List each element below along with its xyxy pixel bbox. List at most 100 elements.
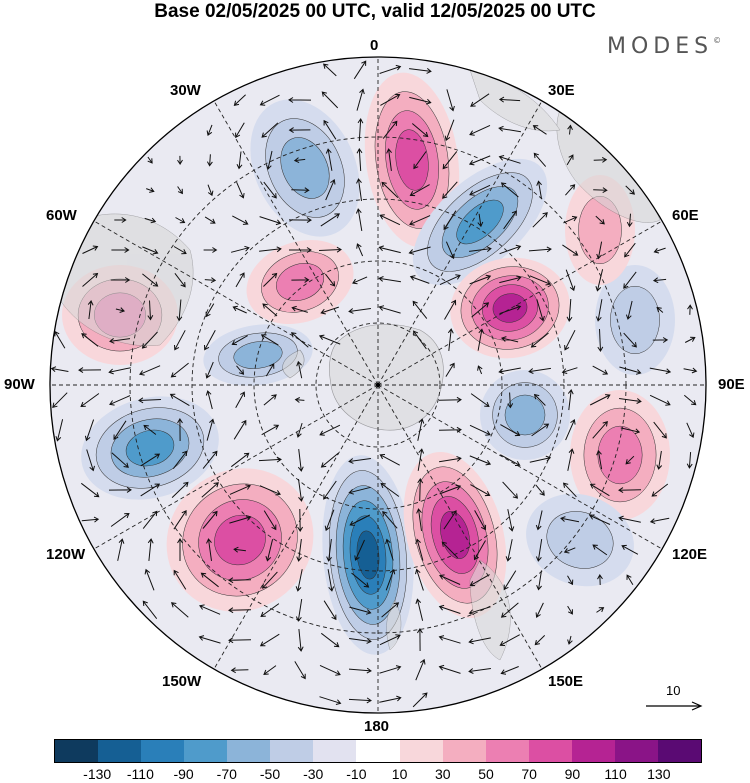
- negative-anomaly-contour: [233, 341, 283, 369]
- wind-vector-arrow-icon: [621, 544, 639, 555]
- wind-vector-arrow-icon: [204, 216, 216, 224]
- wind-vector-arrow-icon: [589, 483, 610, 497]
- wind-vector-arrow-icon: [471, 302, 490, 318]
- wind-vector-arrow-icon: [500, 602, 519, 618]
- wind-vector-arrow-icon: [469, 184, 491, 196]
- wind-vector-arrow-icon: [297, 508, 304, 532]
- wind-vector-arrow-icon: [354, 539, 365, 561]
- negative-anomaly-contour: [610, 285, 660, 355]
- wind-vector-arrow-icon: [206, 538, 212, 561]
- wind-vector-arrow-icon: [412, 692, 428, 708]
- wind-vector-arrow-icon: [326, 539, 332, 562]
- colorbar-segment: [571, 740, 615, 762]
- wind-vector-arrow-icon: [385, 568, 396, 591]
- wind-vector-arrow-icon: [52, 392, 68, 408]
- wind-vector-arrow-icon: [444, 119, 455, 142]
- wind-vector-arrow-icon: [260, 603, 280, 617]
- wind-vector-arrow-icon: [567, 605, 573, 615]
- wind-vector-arrow-icon: [262, 303, 278, 317]
- wind-vector-arrow-icon: [109, 395, 131, 406]
- wind-vector-arrow-icon: [563, 547, 576, 554]
- wind-vector-arrow-icon: [565, 269, 576, 292]
- wind-vector-arrow-icon: [564, 329, 576, 351]
- colorbar-segment: [313, 740, 357, 762]
- wind-vector-arrow-icon: [567, 388, 574, 411]
- lon-label-150w: 150W: [162, 673, 202, 690]
- wind-vector-arrow-icon: [443, 510, 457, 530]
- wind-vector-arrow-icon: [386, 148, 392, 171]
- wind-vector-arrow-icon: [381, 602, 400, 618]
- wind-vector-arrow-icon: [536, 570, 542, 591]
- positive-anomaly-contour: [214, 514, 266, 566]
- positive-anomaly-contour: [395, 129, 429, 191]
- wind-vector-arrow-icon: [203, 247, 218, 253]
- wind-vector-arrow-icon: [323, 600, 337, 621]
- wind-vector-arrow-icon: [352, 276, 368, 285]
- wind-vector-arrow-icon: [499, 304, 522, 315]
- wind-vector-arrow-icon: [533, 152, 547, 167]
- wind-vector-arrow-icon: [230, 452, 250, 468]
- wind-vector-arrow-icon: [589, 394, 611, 406]
- wind-vector-arrow-icon: [445, 241, 455, 260]
- wind-vector-arrow-icon: [228, 607, 252, 614]
- wind-vector-arrow-icon: [55, 419, 64, 442]
- wind-vector-arrow-icon: [535, 602, 544, 618]
- wind-vector-arrow-icon: [204, 277, 217, 284]
- wind-vector-arrow-icon: [259, 485, 281, 496]
- wind-vector-arrow-icon: [170, 362, 189, 378]
- wind-vector-arrow-icon: [415, 658, 426, 681]
- lon-label-0: 0: [370, 37, 379, 54]
- wind-vector-arrow-icon: [595, 215, 605, 225]
- wind-vector-arrow-icon: [502, 481, 519, 499]
- colorbar-segment: [528, 740, 572, 762]
- wind-vector-arrow-icon: [50, 366, 69, 372]
- latitude-circle: [253, 260, 503, 510]
- wind-vector-arrow-icon: [206, 124, 213, 136]
- wind-vector-arrow-icon: [379, 695, 402, 703]
- wind-vector-arrow-icon: [446, 89, 455, 112]
- wind-vector-arrow-icon: [562, 482, 577, 498]
- wind-vector-arrow-icon: [500, 424, 521, 437]
- wind-vector-arrow-icon: [349, 638, 372, 644]
- wind-vector-arrow-icon: [567, 635, 573, 645]
- wind-vector-arrow-icon: [498, 155, 521, 164]
- wind-vector-arrow-icon: [233, 94, 246, 106]
- wind-vector-arrow-icon: [263, 272, 278, 287]
- colorbar-tick-label: -110: [126, 766, 154, 782]
- wind-vector-arrow-icon: [417, 448, 425, 471]
- wind-vector-arrow-icon: [469, 274, 492, 285]
- wind-vector-arrow-icon: [686, 422, 695, 439]
- wind-vector-arrow-icon: [173, 246, 187, 255]
- lon-label-120e: 120E: [672, 546, 708, 563]
- wind-vector-arrow-icon: [82, 272, 99, 287]
- wind-vector-arrow-icon: [566, 154, 574, 166]
- wind-vector-arrow-icon: [141, 331, 158, 349]
- wind-vector-arrow-icon: [318, 246, 342, 253]
- meridian-line: [93, 220, 379, 386]
- wind-vector-arrow-icon: [147, 300, 154, 321]
- colorbar-tick-label: -10: [346, 766, 367, 782]
- wind-vector-arrow-icon: [415, 568, 424, 591]
- map-disk: [50, 57, 706, 713]
- wind-vector-arrow-icon: [356, 178, 362, 201]
- wind-vector-arrow-icon: [259, 633, 280, 647]
- wind-vector-arrow-icon: [567, 448, 575, 471]
- wind-vector-arrow-icon: [174, 330, 186, 351]
- wind-vector-arrow-icon: [438, 664, 461, 674]
- wind-vector-arrow-icon: [297, 629, 304, 652]
- negative-anomaly-contour: [504, 394, 546, 436]
- wind-vector-arrow-icon: [298, 479, 304, 502]
- wind-vector-arrow-icon: [355, 208, 363, 231]
- wind-vector-arrow-icon: [470, 393, 490, 407]
- wind-vector-arrow-icon: [177, 538, 183, 561]
- wind-vector-arrow-icon: [263, 394, 277, 406]
- wind-vector-arrow-icon: [228, 577, 252, 584]
- reference-vector: 10: [640, 683, 708, 713]
- wind-vector-arrow-icon: [173, 510, 187, 530]
- wind-vector-arrow-icon: [175, 217, 186, 224]
- wind-vector-arrow-icon: [619, 398, 642, 404]
- colorbar-tick-label: 10: [391, 766, 408, 782]
- wind-vector-arrow-icon: [620, 427, 641, 435]
- wind-vector-arrow-icon: [263, 665, 277, 675]
- reference-vector-label: 10: [666, 683, 681, 698]
